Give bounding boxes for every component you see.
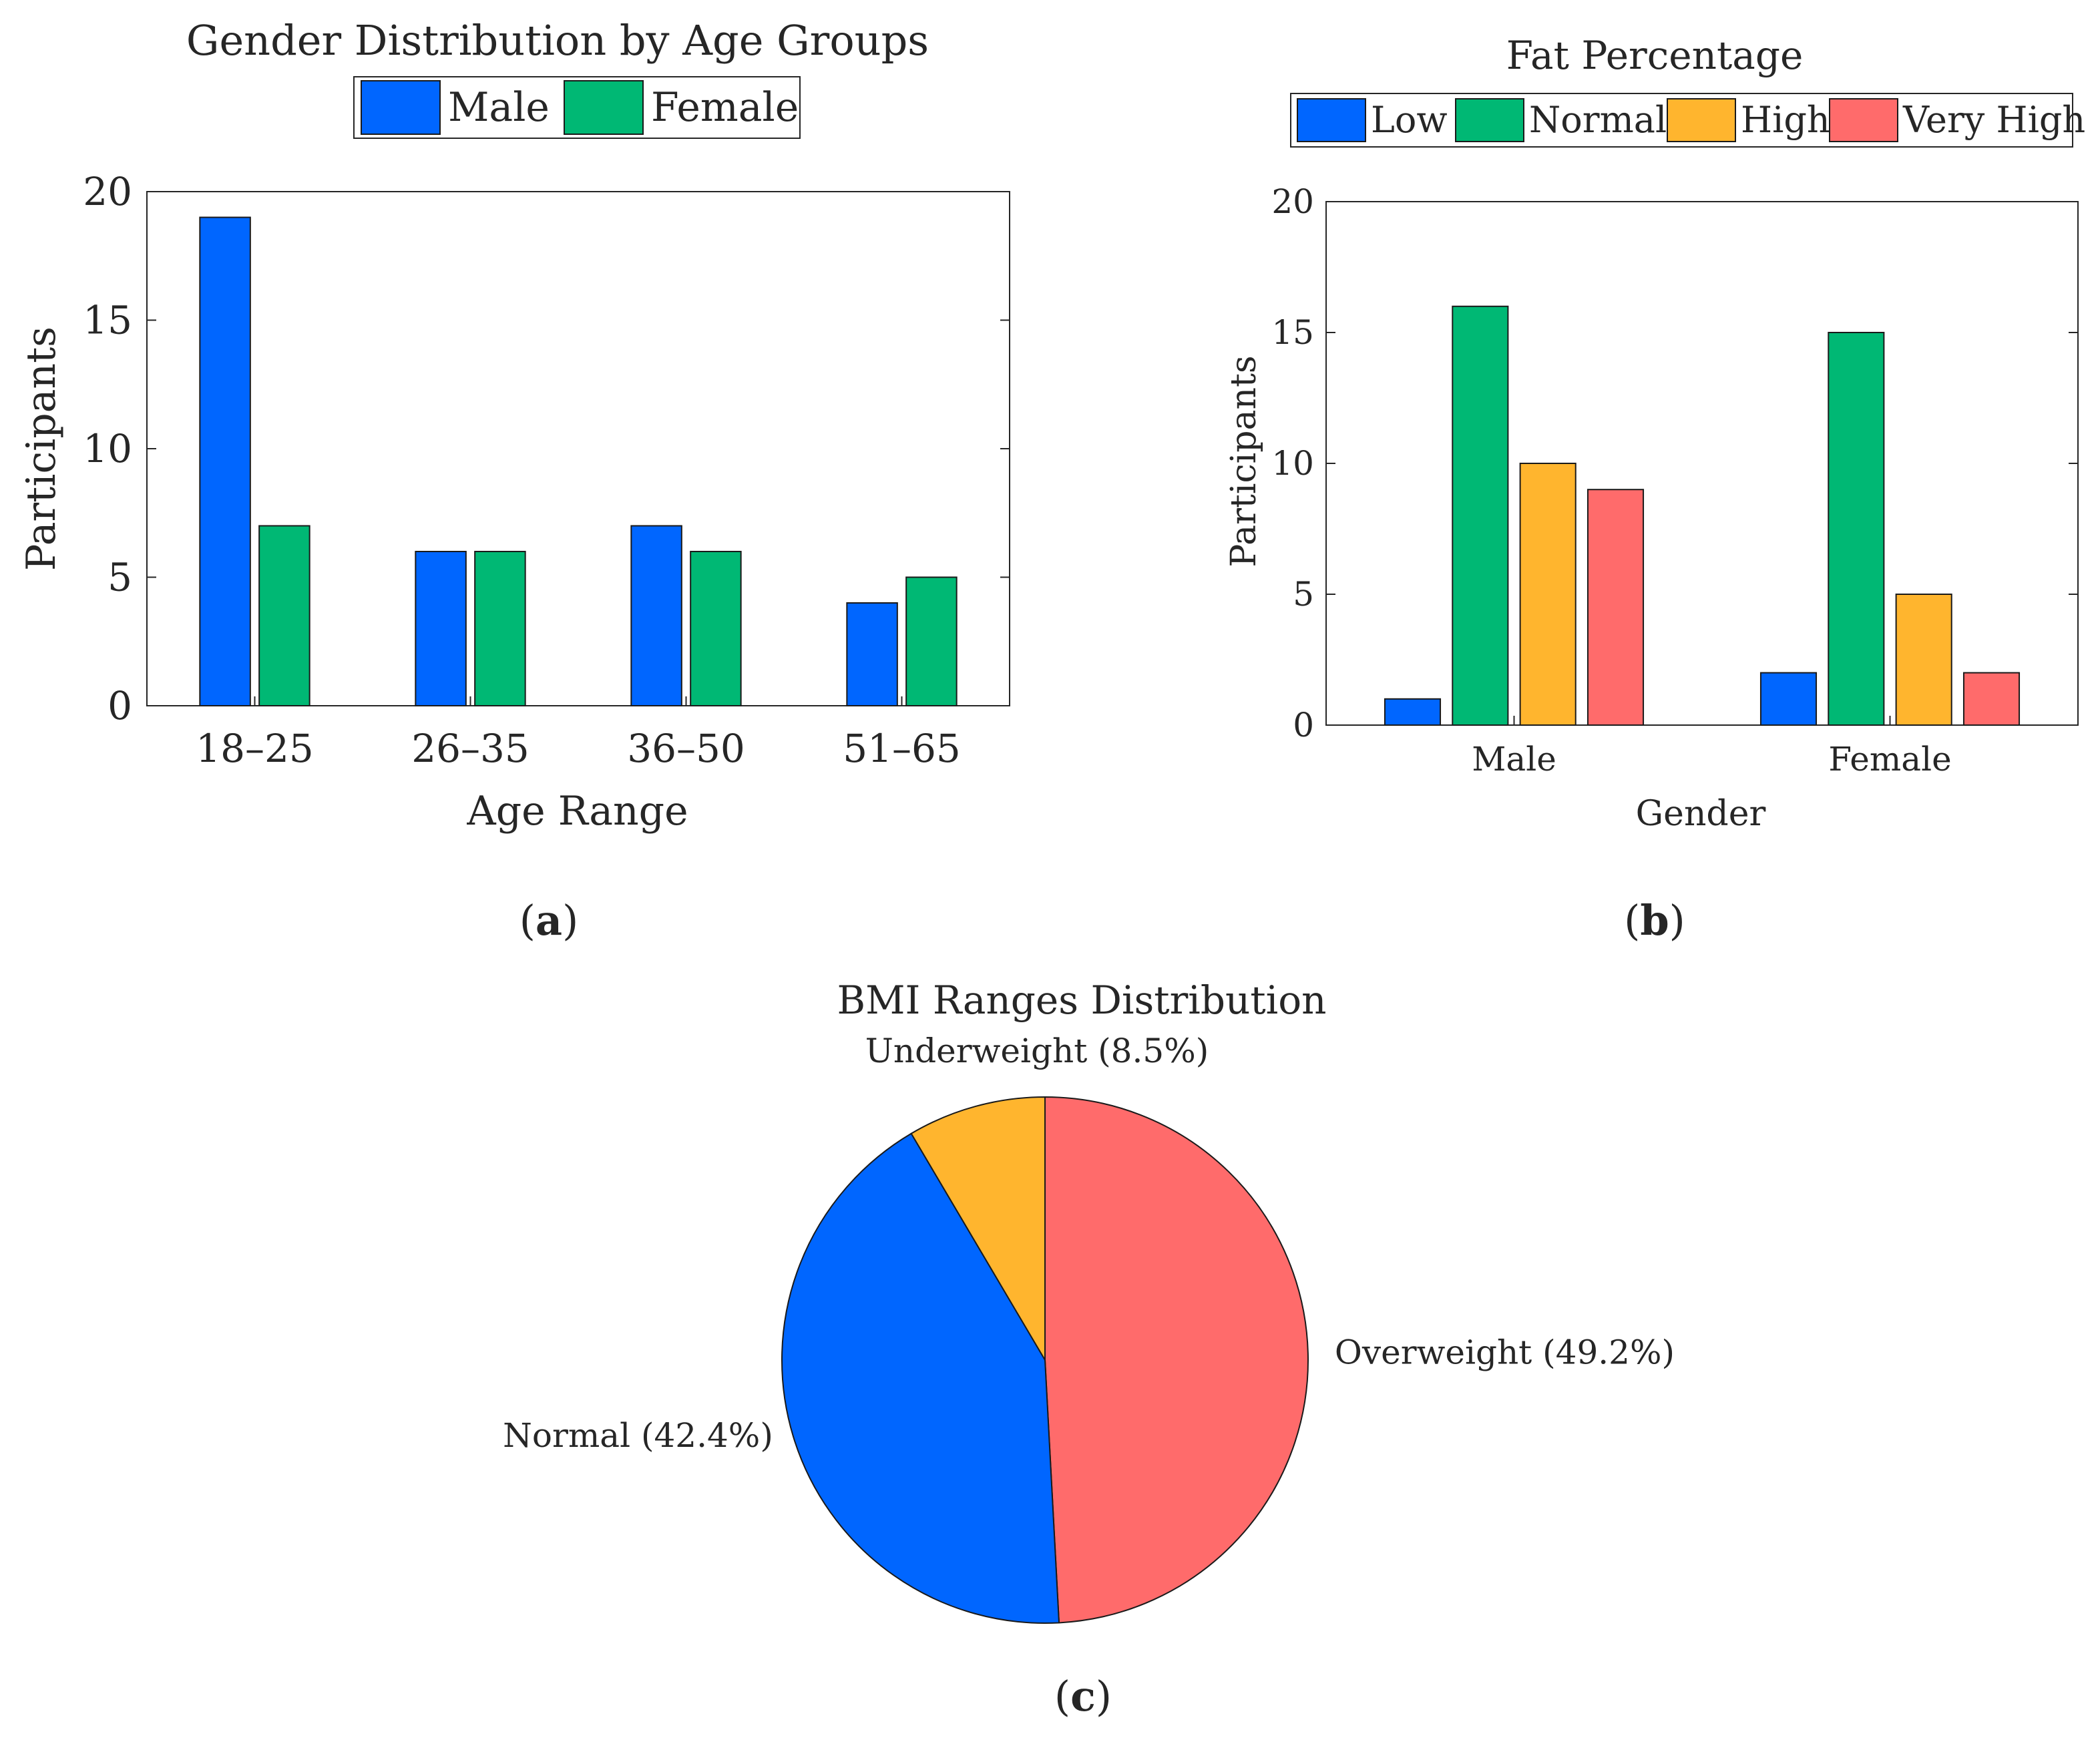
bar-male-51-65: [846, 602, 898, 706]
bar-female-36-50: [690, 551, 742, 706]
pie-slice-underweight: [910, 1096, 1046, 1363]
bar-female-26-35: [474, 551, 526, 706]
chart-c-bmi-pie: BMI Ranges Distribution Underweight (8.5…: [503, 977, 1675, 1624]
bar-normal-male: [1452, 305, 1509, 726]
chart-a-xlabel: Age Range: [466, 788, 688, 835]
legend-label-normal: Normal: [1529, 99, 1667, 141]
chart-c-slices: [781, 1096, 1309, 1624]
legend-label-male: Male: [448, 84, 550, 131]
chart-b-x-ticks: Male Female: [1472, 716, 1952, 779]
panel-label-c: (c): [1054, 1672, 1112, 1721]
pie-label-normal: Normal (42.4%): [503, 1416, 773, 1455]
bar-male-36-50: [630, 525, 682, 706]
y-tick-label: 5: [1293, 575, 1314, 614]
chart-a-bars: [199, 216, 958, 706]
y-tick-label: 10: [83, 426, 132, 471]
chart-a-gender-by-age: Gender Distribution by Age Groups Male Fe…: [18, 16, 1010, 835]
x-tick-label-36-50: 36–50: [627, 726, 745, 771]
chart-b-ylabel: Participants: [1224, 355, 1264, 567]
legend-swatch-male: [361, 80, 441, 135]
pie-label-overweight: Overweight (49.2%): [1335, 1333, 1675, 1371]
bar-male-18-25: [199, 216, 251, 706]
bar-low-male: [1384, 698, 1442, 726]
chart-a-title: Gender Distribution by Age Groups: [186, 16, 929, 65]
bar-high-female: [1895, 594, 1952, 726]
chart-a-legend: Male Female: [353, 76, 801, 139]
bar-very-high-female: [1962, 672, 2021, 726]
legend-swatch-very-high: [1829, 98, 1898, 142]
chart-c-slice-labels: Underweight (8.5%) Overweight (49.2%) Norm…: [503, 1032, 1675, 1455]
chart-b-plot-frame: [1325, 201, 2079, 726]
legend-label-high: High: [1741, 99, 1830, 141]
x-tick-label-18-25: 18–25: [196, 726, 314, 771]
pie-label-underweight: Underweight (8.5%): [865, 1032, 1209, 1070]
y-tick-label: 0: [1293, 706, 1314, 744]
bar-female-51-65: [905, 576, 958, 706]
chart-b-legend: Low Normal High Very High: [1290, 93, 2085, 148]
y-tick-label: 0: [108, 683, 132, 728]
legend-label-very-high: Very High: [1902, 99, 2085, 141]
x-tick-label-26-35: 26–35: [411, 726, 530, 771]
chart-b-y-ticks: 0 5 10 15 20: [1271, 182, 2078, 744]
pie-slice-normal: [781, 1132, 1060, 1624]
chart-b-title: Fat Percentage: [1506, 33, 1804, 78]
y-tick-label: 15: [83, 298, 132, 343]
chart-b-fat-percentage: Fat Percentage Low Normal High Very High 0 5…: [1224, 33, 2085, 834]
legend-swatch-low: [1297, 98, 1366, 142]
legend-swatch-female: [564, 80, 644, 135]
x-tick-label-51-65: 51–65: [843, 726, 961, 771]
y-tick-label: 20: [83, 169, 132, 214]
legend-swatch-normal: [1455, 98, 1524, 142]
legend-label-low: Low: [1371, 99, 1448, 141]
x-tick-label-female: Female: [1828, 740, 1951, 779]
chart-a-y-ticks: 0 5 10 15 20: [83, 169, 1010, 728]
bar-low-female: [1759, 672, 1818, 726]
bar-high-male: [1519, 463, 1577, 726]
bar-female-18-25: [258, 525, 310, 706]
y-tick-label: 20: [1271, 182, 1314, 221]
chart-b-xlabel: Gender: [1636, 794, 1766, 834]
y-tick-label: 5: [108, 555, 132, 600]
chart-a-x-ticks: 18–25 26–35 36–50 51–65: [196, 696, 961, 771]
pie-slice-overweight: [1044, 1096, 1309, 1624]
chart-c-title: BMI Ranges Distribution: [837, 977, 1327, 1023]
panel-label-a: (a): [519, 896, 579, 945]
chart-b-bars: [1384, 305, 2021, 726]
legend-swatch-high: [1667, 98, 1736, 142]
bar-male-26-35: [415, 551, 467, 706]
chart-a-ylabel: Participants: [18, 326, 65, 571]
y-tick-label: 15: [1271, 313, 1314, 352]
bar-normal-female: [1828, 332, 1885, 726]
panel-label-b: (b): [1624, 896, 1685, 945]
x-tick-label-male: Male: [1472, 740, 1556, 779]
y-tick-label: 10: [1271, 444, 1314, 483]
bar-very-high-male: [1587, 489, 1645, 726]
legend-label-female: Female: [651, 84, 799, 131]
